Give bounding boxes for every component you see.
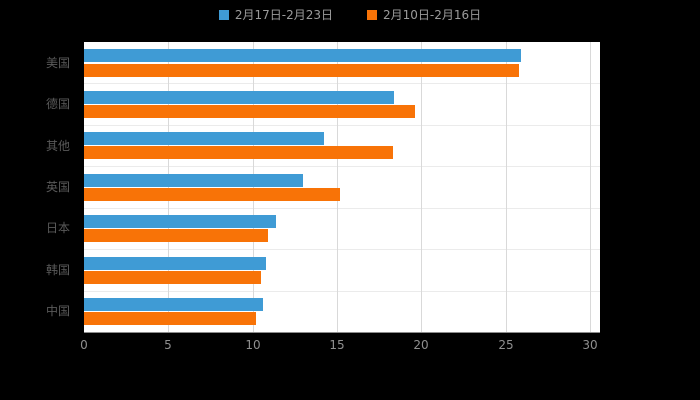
- gridline: [421, 42, 422, 332]
- x-tick-label: 25: [498, 338, 514, 352]
- legend-label-week2: 2月17日-2月23日: [234, 8, 333, 22]
- row-separator-line: [84, 291, 600, 292]
- bar-week2: [84, 298, 263, 311]
- row-separator-line: [84, 166, 600, 167]
- category-label: 日本: [46, 221, 71, 235]
- row-separator-line: [84, 208, 600, 209]
- gridline: [168, 42, 169, 332]
- legend-label-week1: 2月10日-2月16日: [383, 8, 482, 22]
- category-label: 德国: [46, 97, 71, 111]
- x-tick-label: 15: [329, 338, 345, 352]
- bar-week1: [84, 105, 415, 118]
- bar-week1: [84, 146, 393, 159]
- category-label: 其他: [46, 139, 71, 153]
- category-label: 韩国: [46, 263, 71, 277]
- category-label: 英国: [46, 180, 71, 194]
- gridline: [337, 42, 338, 332]
- category-label: 中国: [46, 304, 71, 318]
- legend-swatch-orange-icon: [367, 9, 377, 20]
- legend-swatch-blue-icon: [218, 9, 229, 20]
- chart-legend: 2月17日-2月23日 2月10日-2月16日: [0, 6, 700, 23]
- bar-week1: [84, 64, 519, 77]
- category-label: 美国: [46, 56, 71, 70]
- row-separator-line: [84, 125, 600, 126]
- bar-week2: [84, 91, 394, 104]
- gridline: [506, 42, 507, 332]
- bar-week2: [84, 174, 303, 187]
- plot-area: [84, 42, 600, 333]
- bar-week1: [84, 312, 256, 325]
- x-tick-label: 0: [80, 338, 88, 352]
- bar-week2: [84, 132, 324, 145]
- bar-week2: [84, 215, 276, 228]
- legend-item-week1[interactable]: 2月10日-2月16日: [367, 6, 481, 23]
- x-tick-label: 30: [582, 338, 598, 352]
- x-tick-label: 5: [164, 338, 172, 352]
- bar-week1: [84, 188, 340, 201]
- x-tick-label: 20: [413, 338, 429, 352]
- gridline: [590, 42, 591, 332]
- row-separator-line: [84, 249, 600, 250]
- bar-week2: [84, 49, 521, 62]
- x-tick-label: 10: [245, 338, 261, 352]
- gridline: [253, 42, 254, 332]
- legend-item-week2[interactable]: 2月17日-2月23日: [218, 6, 333, 23]
- bar-week1: [84, 229, 268, 242]
- bar-week1: [84, 271, 261, 284]
- bar-week2: [84, 257, 266, 270]
- row-separator-line: [84, 83, 600, 84]
